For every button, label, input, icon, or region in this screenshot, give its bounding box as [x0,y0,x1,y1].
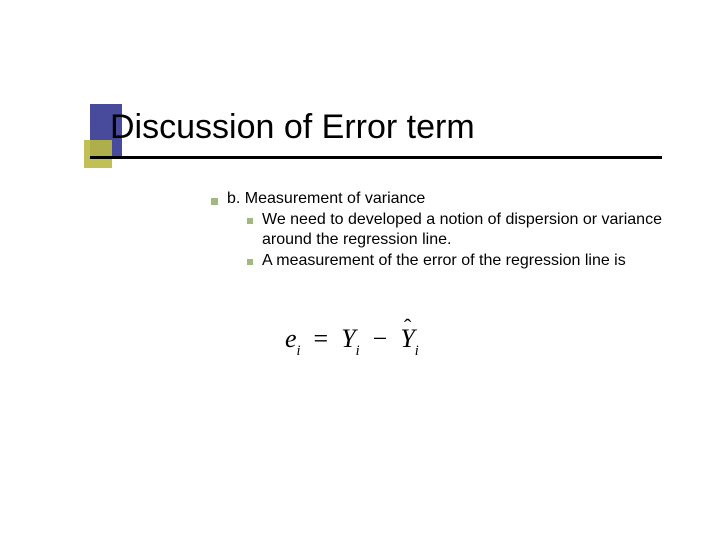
bullet-level2-text-1: We need to developed a notion of dispers… [262,210,662,250]
bullet-icon [211,198,218,205]
eq-var-e: e [285,324,297,353]
eq-minus: − [366,324,394,353]
eq-sub-i3: i [415,343,419,359]
bullet-icon [247,218,253,224]
bullet-level1-text: b. Measurement of variance [227,190,425,208]
equation: ei = Yi − ̂ Y i [285,324,419,358]
bullet-icon [247,259,253,265]
eq-var-Y1: Y [341,324,355,353]
eq-sub-i: i [297,343,301,359]
title-underline [90,156,662,159]
slide-title: Discussion of Error term [110,108,475,147]
eq-hat-Y: ̂ Y [400,324,414,354]
eq-equals: = [307,324,335,353]
eq-var-Y2: Y [400,324,414,353]
bullet-level2-text-2: A measurement of the error of the regres… [262,251,662,271]
eq-sub-i2: i [356,343,360,359]
slide: Discussion of Error term b. Measurement … [0,0,720,540]
title-accent-olive-square [84,140,112,168]
